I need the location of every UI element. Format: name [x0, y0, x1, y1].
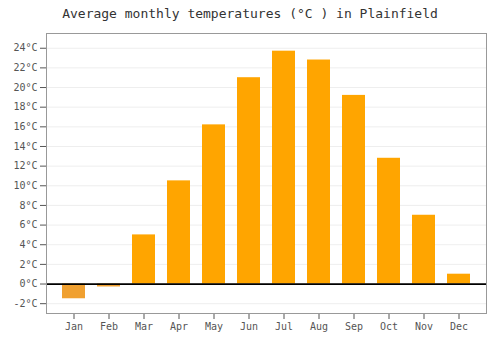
svg-text:Feb: Feb	[100, 321, 118, 332]
svg-text:Jan: Jan	[65, 321, 83, 332]
svg-text:18°C: 18°C	[13, 101, 37, 112]
svg-text:22°C: 22°C	[13, 62, 37, 73]
svg-text:8°C: 8°C	[19, 200, 37, 211]
svg-text:Apr: Apr	[170, 321, 188, 332]
svg-text:0°C: 0°C	[19, 278, 37, 289]
svg-text:Aug: Aug	[310, 321, 328, 332]
svg-text:10°C: 10°C	[13, 180, 37, 191]
svg-text:2°C: 2°C	[19, 259, 37, 270]
html-text:Average monthly temperatures (: Average monthly temperatures (°C ) in Pl…	[62, 6, 438, 21]
svg-text:May: May	[205, 321, 223, 332]
svg-text:6°C: 6°C	[19, 219, 37, 230]
svg-text:Jul: Jul	[275, 321, 293, 332]
svg-text:24°C: 24°C	[13, 42, 37, 53]
svg-text:Dec: Dec	[450, 321, 468, 332]
svg-text:Jun: Jun	[240, 321, 258, 332]
svg-text:20°C: 20°C	[13, 82, 37, 93]
svg-text:-2°C: -2°C	[13, 298, 37, 309]
svg-text:14°C: 14°C	[13, 141, 37, 152]
svg-text:Sep: Sep	[345, 321, 363, 332]
svg-text:Oct: Oct	[380, 321, 398, 332]
svg-text:12°C: 12°C	[13, 160, 37, 171]
svg-text:4°C: 4°C	[19, 239, 37, 250]
svg-text:Nov: Nov	[415, 321, 433, 332]
svg-text:Mar: Mar	[135, 321, 153, 332]
svg-text:16°C: 16°C	[13, 121, 37, 132]
